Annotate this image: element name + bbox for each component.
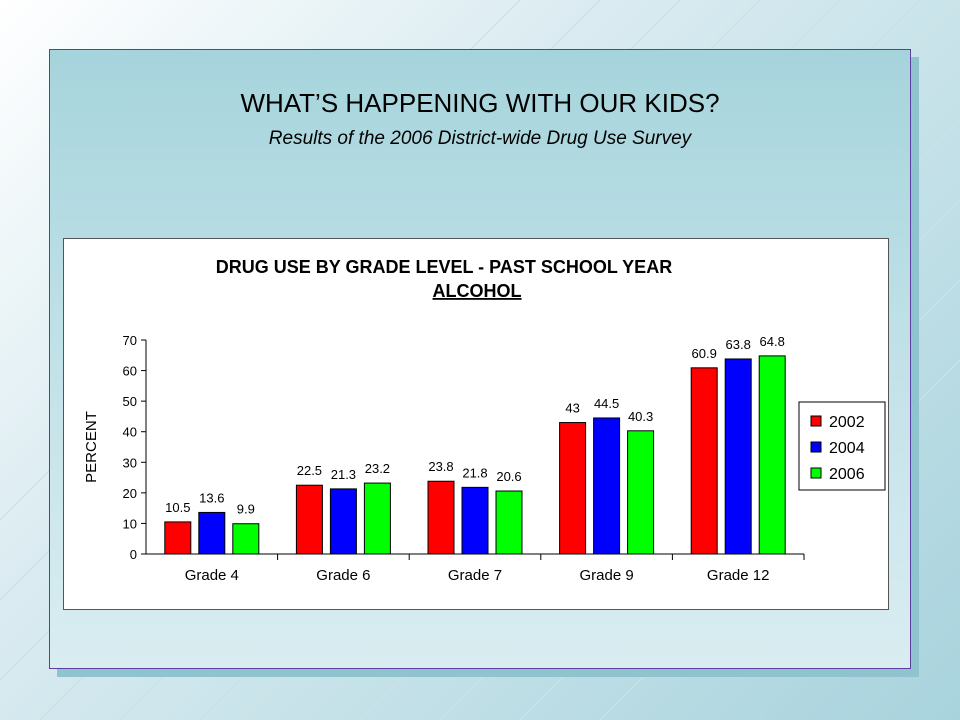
- data-label: 21.3: [331, 467, 356, 482]
- legend-entry: 2004: [829, 440, 865, 457]
- legend-swatch: [810, 467, 822, 479]
- bar-2006-grade-4: [232, 523, 260, 555]
- bar-2002-grade-9: [559, 422, 587, 555]
- data-label: 44.5: [594, 396, 619, 411]
- data-label: 10.5: [165, 500, 190, 515]
- y-tick-label: 20: [123, 486, 137, 501]
- legend-swatch: [810, 441, 822, 453]
- chart-container: DRUG USE BY GRADE LEVEL - PAST SCHOOL YE…: [63, 238, 889, 610]
- slide-subtitle: Results of the 2006 District-wide Drug U…: [268, 128, 692, 149]
- plot-area: 0 10 20 30 40 50 60 70 Grade 4 10.5 13.6 9.9 Grade 6…: [123, 333, 805, 584]
- bar-2006-grade-6: [363, 482, 391, 555]
- y-axis-label: PERCENT: [83, 411, 100, 483]
- data-label: 40.3: [628, 409, 653, 424]
- data-label: 20.6: [496, 469, 521, 484]
- bar-2004-grade-12: [724, 358, 752, 555]
- bar-chart: DRUG USE BY GRADE LEVEL - PAST SCHOOL YE…: [83, 257, 886, 584]
- chart-subtitle: ALCOHOL: [433, 281, 522, 301]
- data-label: 23.8: [428, 459, 453, 474]
- data-label: 60.9: [692, 346, 717, 361]
- chart-title: DRUG USE BY GRADE LEVEL - PAST SCHOOL YE…: [216, 257, 672, 277]
- legend: 2002 2004 2006: [798, 401, 886, 491]
- bar-2004-grade-4: [198, 511, 226, 555]
- data-label: 43: [565, 401, 579, 416]
- data-label: 23.2: [365, 461, 390, 476]
- slide-title: WHAT’S HAPPENING WITH OUR KIDS?: [240, 88, 720, 118]
- x-tick-label: Grade 12: [707, 567, 770, 584]
- data-label: 64.8: [760, 334, 785, 349]
- x-tick-label: Grade 9: [579, 567, 633, 584]
- bar-2002-grade-12: [690, 367, 718, 555]
- bar-2004-grade-7: [461, 486, 489, 555]
- bar-2002-grade-6: [295, 484, 323, 555]
- bar-2004-grade-9: [593, 417, 621, 555]
- data-label: 22.5: [297, 463, 322, 478]
- x-tick-label: Grade 6: [316, 567, 370, 584]
- legend-entry: 2002: [829, 414, 865, 431]
- bar-2002-grade-4: [164, 521, 192, 555]
- bar-2006-grade-7: [495, 490, 523, 555]
- x-tick-label: Grade 7: [448, 567, 502, 584]
- data-label: 13.6: [199, 490, 224, 505]
- data-label: 9.9: [237, 502, 255, 517]
- y-tick-label: 70: [123, 333, 137, 348]
- x-tick-label: Grade 4: [185, 567, 239, 584]
- y-tick-label: 10: [123, 516, 137, 531]
- bar-2006-grade-9: [627, 430, 655, 555]
- legend-swatch: [810, 415, 822, 427]
- bar-2004-grade-6: [329, 488, 357, 555]
- y-tick-label: 30: [123, 455, 137, 470]
- y-tick-label: 0: [130, 547, 137, 562]
- data-label: 63.8: [726, 337, 751, 352]
- bar-2006-grade-12: [758, 355, 786, 555]
- bar-2002-grade-7: [427, 480, 455, 555]
- y-tick-label: 60: [123, 364, 137, 379]
- legend-entry: 2006: [829, 466, 865, 483]
- y-tick-label: 50: [123, 394, 137, 409]
- y-tick-label: 40: [123, 425, 137, 440]
- data-label: 21.8: [462, 465, 487, 480]
